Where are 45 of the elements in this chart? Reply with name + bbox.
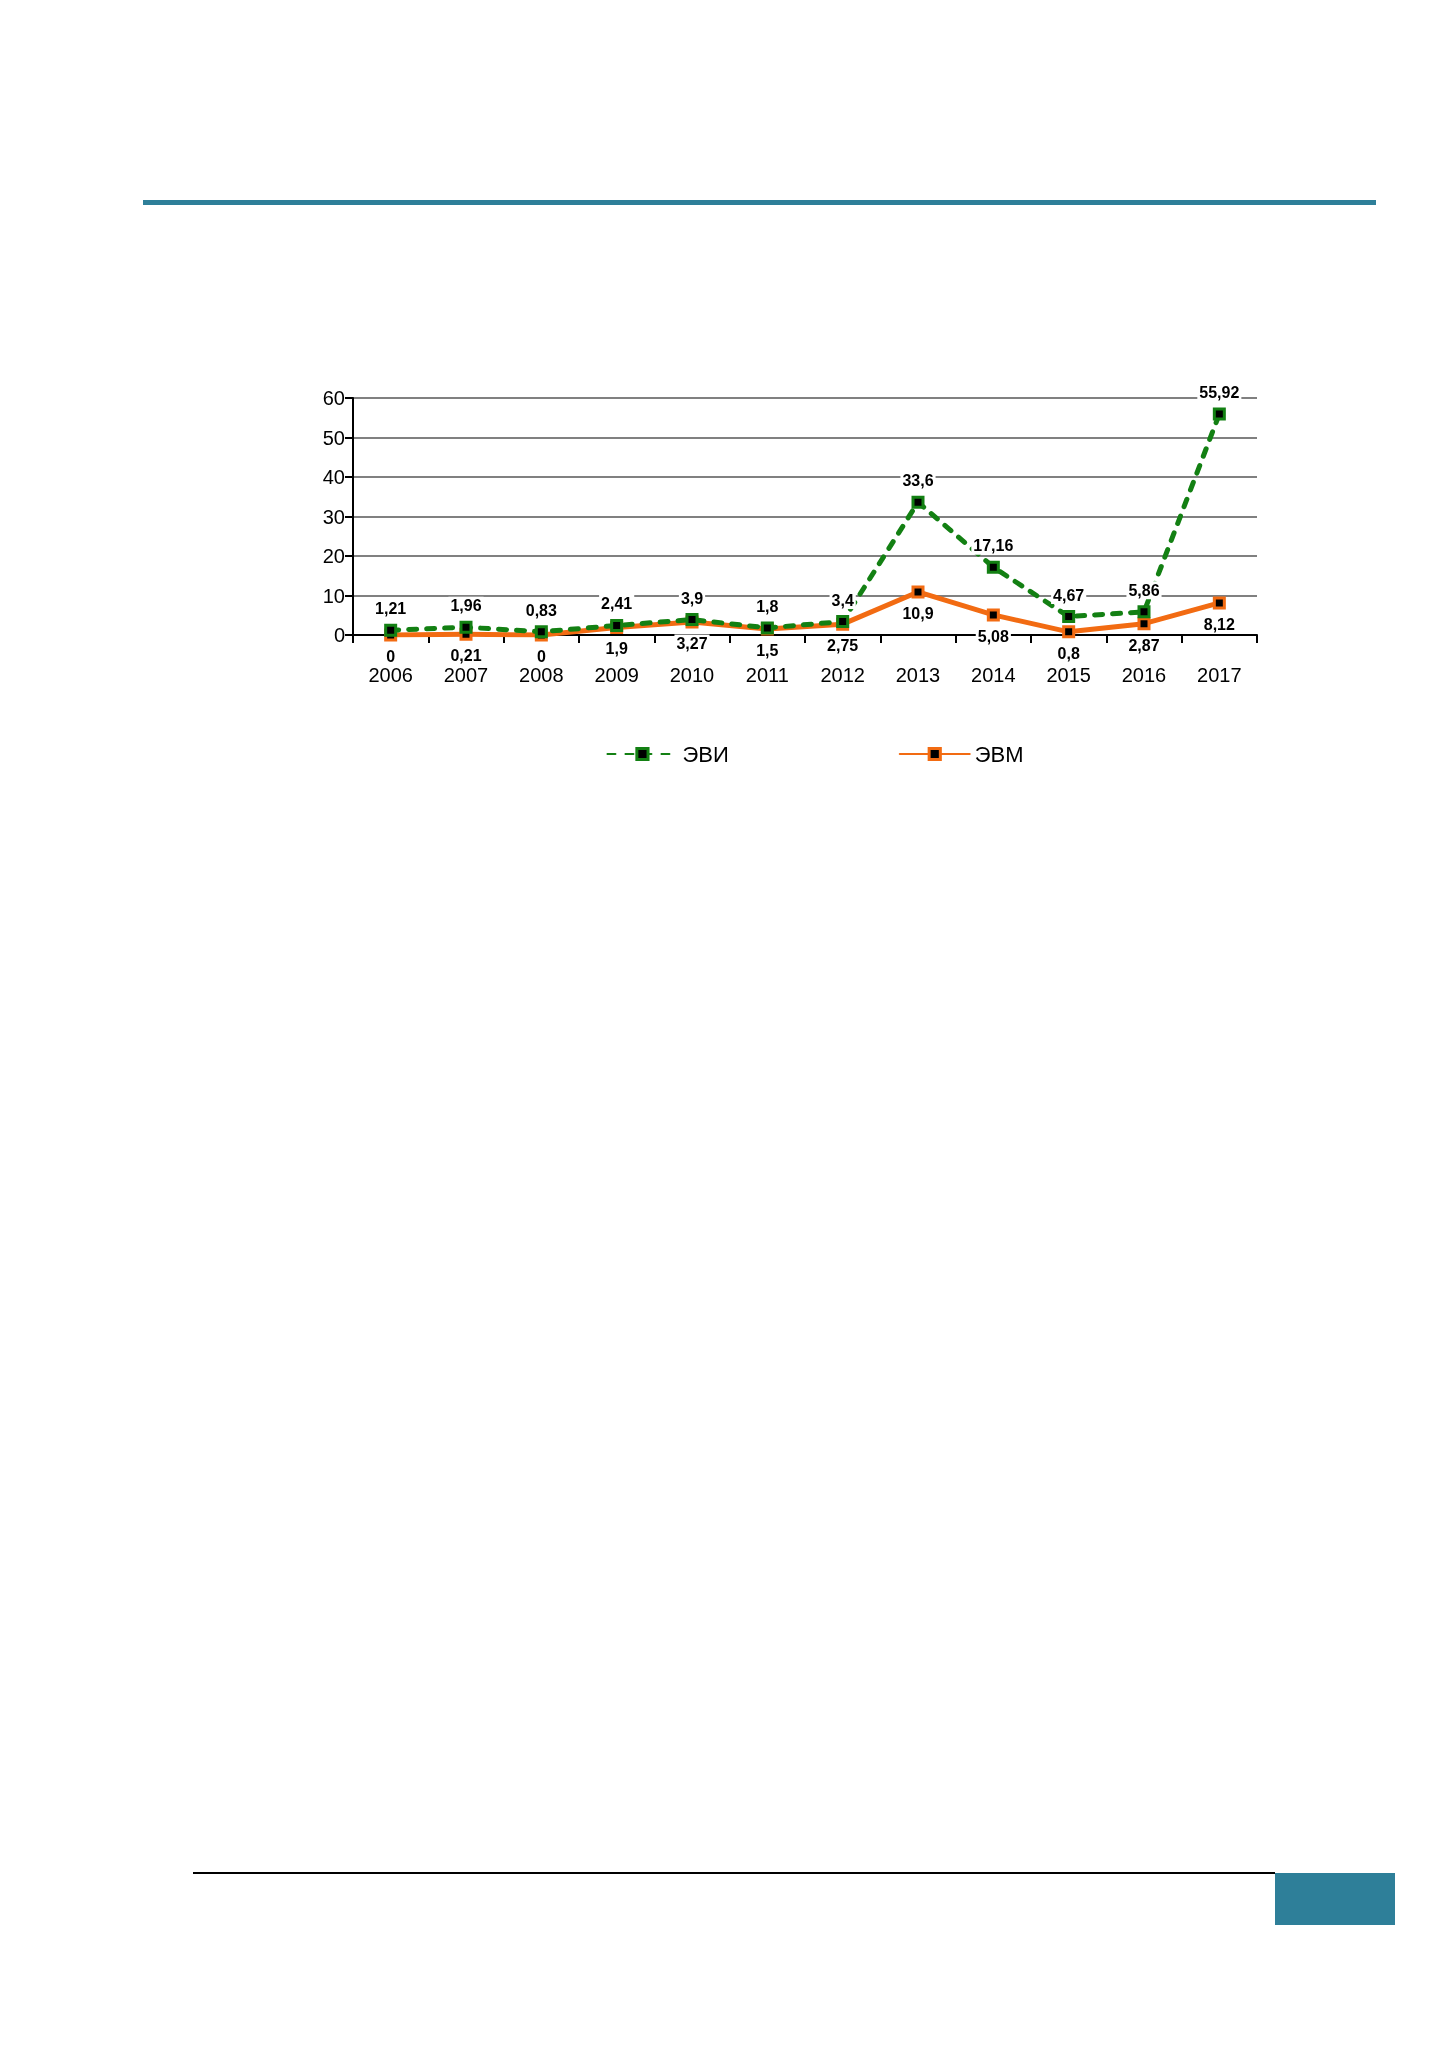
data-label: 1,9 xyxy=(605,640,628,658)
x-tick-label: 2010 xyxy=(669,664,715,686)
legend-label: ЭВМ xyxy=(974,741,1024,767)
data-label: 33,6 xyxy=(902,472,934,490)
data-label: 5,86 xyxy=(1128,581,1160,599)
y-tick-label: 60 xyxy=(322,387,345,409)
x-tick-label: 2006 xyxy=(368,664,413,686)
data-label: 2,75 xyxy=(827,637,859,655)
x-tick-label: 2015 xyxy=(1046,664,1091,686)
data-label: 0,83 xyxy=(525,601,558,619)
data-label: 10,9 xyxy=(902,604,934,622)
x-tick-label: 2008 xyxy=(519,664,564,686)
data-label: 3,4 xyxy=(831,591,854,609)
y-tick-label: 30 xyxy=(322,505,345,528)
x-tick-label: 2016 xyxy=(1121,664,1167,686)
x-tick-label: 2009 xyxy=(594,664,639,686)
x-tick-label: 2014 xyxy=(971,664,1016,686)
x-tick-label: 2017 xyxy=(1197,664,1242,686)
y-tick-label: 10 xyxy=(322,584,345,607)
data-label: 3,9 xyxy=(680,589,704,607)
y-tick-label: 0 xyxy=(333,624,345,646)
y-tick-label: 20 xyxy=(322,545,345,567)
data-label: 0 xyxy=(536,648,546,665)
y-tick-label: 40 xyxy=(322,466,345,488)
data-label: 0,21 xyxy=(450,647,482,665)
data-label: 0,8 xyxy=(1057,644,1080,662)
x-tick-label: 2011 xyxy=(745,664,789,686)
data-label: 5,08 xyxy=(977,627,1010,645)
data-label: 2,41 xyxy=(601,595,633,613)
data-label: 1,21 xyxy=(375,600,407,618)
data-label: 2,87 xyxy=(1128,636,1160,654)
data-label: 1,96 xyxy=(450,597,482,615)
x-tick-label: 2007 xyxy=(443,664,489,686)
x-tick-label: 2012 xyxy=(820,664,865,686)
data-label: 3,27 xyxy=(676,635,708,653)
data-label: 55,92 xyxy=(1199,384,1240,402)
y-tick-label: 50 xyxy=(322,426,345,449)
data-label: 17,16 xyxy=(973,537,1014,555)
data-label: 4,67 xyxy=(1053,586,1085,604)
data-label: 1,8 xyxy=(756,597,779,615)
data-label: 8,12 xyxy=(1203,615,1236,633)
data-label: 0 xyxy=(386,648,396,665)
x-tick-label: 2013 xyxy=(895,664,941,686)
data-label: 1,5 xyxy=(756,642,779,660)
legend-label: ЭВИ xyxy=(682,741,729,767)
